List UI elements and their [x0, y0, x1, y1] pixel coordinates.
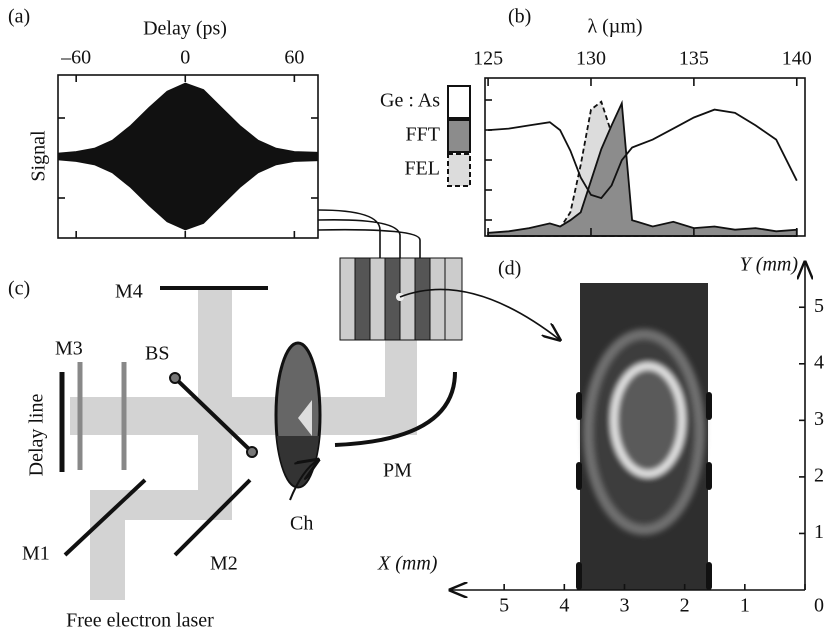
x-tick-label: 3 — [619, 595, 629, 617]
y-tick-label: 3 — [814, 408, 824, 430]
signal-envelope — [57, 156, 319, 231]
optic-label: M2 — [210, 553, 238, 575]
x-tick-label: 140 — [782, 48, 812, 70]
optic-label: Free electron laser — [66, 610, 214, 632]
plot-frame — [484, 77, 806, 237]
legend-label: FEL — [404, 158, 440, 180]
axis-title: Signal — [28, 130, 50, 182]
panel-label: (a) — [8, 6, 30, 28]
x-tick-label: 5 — [499, 595, 509, 617]
x-tick-label: 0 — [180, 47, 190, 69]
x-tick-label: –60 — [60, 47, 91, 69]
x-tick-label: 130 — [576, 48, 606, 70]
optic-label: Ch — [290, 513, 313, 535]
optic-label: BS — [145, 343, 169, 365]
legend-label: Ge : As — [380, 90, 440, 112]
optic-label: M4 — [115, 281, 143, 303]
wire — [317, 209, 421, 258]
optic-label: PM — [383, 460, 412, 482]
x-tick-label: 1 — [740, 595, 750, 617]
axis-title: X (mm) — [377, 553, 438, 575]
panel-label: (b) — [508, 6, 531, 28]
x-tick-label: 60 — [284, 47, 304, 69]
legend-swatch — [447, 153, 471, 187]
axis-title: Delay (ps) — [143, 18, 227, 40]
legend-swatch — [447, 85, 471, 119]
mirror — [173, 478, 252, 557]
beam — [90, 290, 232, 600]
x-tick-label: 4 — [559, 595, 569, 617]
beam-splitter — [173, 376, 254, 454]
detector-array — [339, 257, 463, 341]
beam-image — [576, 283, 712, 590]
bs-pivot — [246, 446, 258, 458]
parabolic-mirror — [334, 371, 457, 447]
panel-label: (d) — [498, 258, 521, 280]
y-tick-label: 5 — [814, 295, 824, 317]
chopper-window — [298, 400, 312, 436]
beam — [70, 397, 400, 435]
rotation-arrow — [289, 460, 318, 501]
x-tick-label: 2 — [680, 595, 690, 617]
optics — [59, 209, 560, 600]
spectrum-area — [487, 99, 798, 237]
x-tick-label: 135 — [679, 48, 709, 70]
panel-label: (c) — [8, 278, 30, 300]
bs-pivot — [169, 372, 181, 384]
y-tick-label: 4 — [814, 351, 824, 373]
axis-title: λ (µm) — [587, 16, 642, 38]
x-tick-label: 125 — [473, 48, 503, 70]
signal-envelope — [57, 82, 319, 157]
pointer-arrow — [399, 288, 560, 340]
y-tick-label: 2 — [814, 464, 824, 486]
optic-label: M1 — [22, 543, 50, 565]
mirror — [63, 478, 147, 557]
y-tick-label: 1 — [814, 521, 824, 543]
legend-label: FFT — [406, 124, 440, 146]
axis-title: Y (mm) — [740, 254, 799, 276]
optic-label: M3 — [55, 338, 83, 360]
x-tick-label: 0 — [814, 595, 824, 617]
legend-swatch — [447, 119, 471, 153]
spectrum-line — [488, 108, 798, 200]
optic-label: Delay line — [26, 394, 48, 477]
chopper-blade — [277, 436, 319, 487]
